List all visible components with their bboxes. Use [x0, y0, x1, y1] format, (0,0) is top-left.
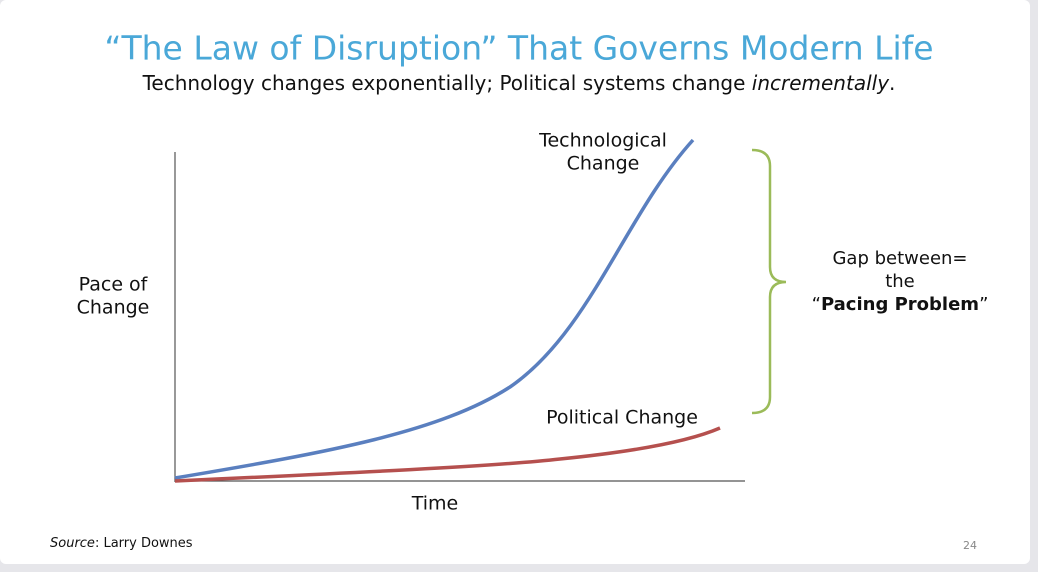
subtitle: Technology changes exponentially; Politi…: [142, 71, 896, 95]
political-label: Political Change: [546, 407, 698, 429]
subtitle-emphasis: incrementally: [752, 71, 890, 95]
tech-label: Technological: [538, 130, 667, 152]
y-axis-label: Pace of: [79, 274, 149, 296]
gap-quote: “: [812, 294, 821, 315]
gap-emphasis: Pacing Problem: [821, 294, 979, 315]
gap-brace: [751, 148, 787, 415]
gap-label: “Pacing Problem”: [812, 294, 989, 315]
gap-label: Gap between=: [832, 248, 967, 269]
slide-background: [0, 0, 1030, 564]
gap-quote: ”: [979, 294, 988, 315]
x-axis-label: Time: [411, 493, 459, 515]
source-text: : Larry Downes: [95, 536, 193, 551]
y-axis-label: Change: [77, 297, 150, 319]
subtitle-end: .: [889, 71, 895, 95]
political-curve: [174, 426, 721, 483]
page-number: 24: [963, 539, 977, 552]
tech-label: Change: [567, 153, 640, 175]
tech-curve: [174, 138, 695, 480]
title: “The Law of Disruption” That Governs Mod…: [104, 29, 933, 68]
subtitle-text: Technology changes exponentially; Politi…: [142, 71, 752, 95]
source: Source: Larry Downes: [50, 536, 193, 551]
gap-label: the: [885, 271, 915, 292]
source-label: Source: [50, 536, 95, 551]
